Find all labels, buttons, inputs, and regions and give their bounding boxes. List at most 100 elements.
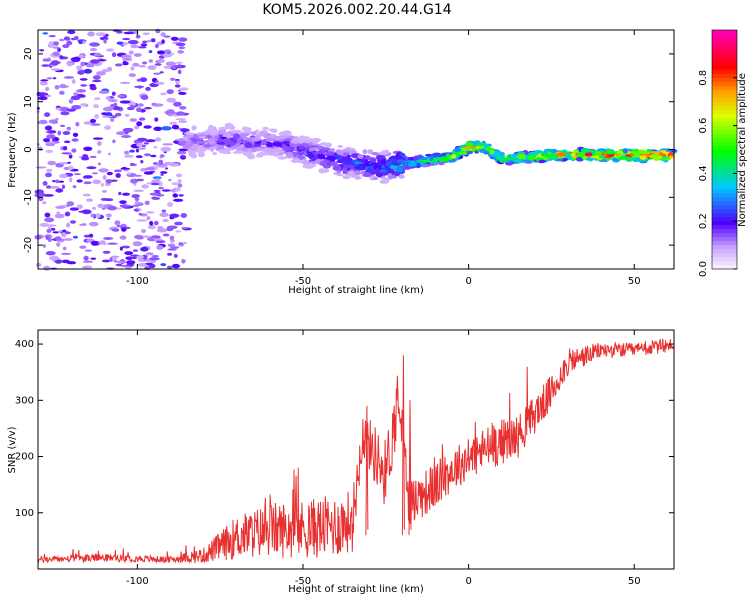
spectral-noise-cell [126, 260, 136, 265]
spectral-noise-cell [175, 80, 180, 85]
spectral-noise-cell [45, 143, 55, 147]
spectral-noise-cell [89, 42, 100, 47]
spectral-noise-cell [89, 155, 97, 158]
spectral-noise-cell [150, 154, 157, 158]
spectral-noise-cell [165, 167, 169, 170]
spectral-noise-cell [130, 163, 137, 166]
y-tick-label: 100 [15, 508, 34, 519]
x-tick-label: -100 [126, 576, 149, 587]
spectral-noise-cell [116, 41, 124, 45]
spectral-noise-cell [169, 239, 175, 243]
spectral-noise-cell [45, 251, 56, 256]
spectral-noise-cell [159, 212, 169, 218]
spectral-noise-cell [101, 259, 111, 263]
colorbar-segment [712, 41, 737, 47]
spectral-noise-cell [101, 68, 111, 73]
spectral-noise-cell [136, 107, 142, 113]
spectral-noise-cell [96, 71, 106, 76]
spectral-noise-cell [52, 77, 57, 80]
spectral-ridge-cell [505, 160, 514, 166]
spectral-noise-cell [161, 126, 172, 131]
colorbar-segment [712, 109, 737, 115]
spectral-noise-cell [120, 223, 127, 228]
y-tick-label: 200 [15, 452, 34, 463]
spectral-noise-cell [64, 140, 71, 144]
spectral-noise-cell [91, 172, 99, 175]
spectral-noise-cell [166, 89, 174, 95]
spectral-noise-cell [179, 87, 189, 91]
spectral-noise-cell [145, 252, 154, 256]
spectral-noise-cell [119, 200, 127, 205]
spectral-noise-cell [132, 62, 140, 67]
spectral-ridge-cell [364, 155, 371, 160]
spectral-noise-cell [166, 97, 176, 103]
spectral-noise-cell [41, 64, 50, 67]
spectral-noise-cell [123, 31, 135, 35]
spectral-noise-cell [62, 131, 71, 135]
spectral-noise-cell [161, 189, 171, 192]
spectral-noise-cell [140, 95, 149, 100]
spectral-noise-cell [111, 228, 118, 232]
spectral-noise-cell [54, 259, 63, 264]
x-tick-label: 50 [628, 276, 641, 287]
spectral-ridge-cell [556, 152, 566, 157]
spectral-noise-cell [132, 204, 140, 208]
spectral-noise-cell [119, 204, 130, 208]
spectral-ridge-cell [330, 161, 338, 165]
colorbar-segment [712, 189, 737, 194]
spectral-ridge-cell [320, 142, 328, 146]
spectral-ridge-cell [281, 141, 290, 144]
spectral-ridge-cell [269, 142, 274, 148]
colorbar-segment [712, 77, 737, 83]
spectral-ridge-cell [498, 157, 508, 163]
spectral-noise-cell [87, 31, 95, 37]
spectral-noise-cell [151, 255, 160, 258]
spectral-ridge-cell [212, 146, 218, 150]
colorbar-segment [712, 65, 737, 71]
spectral-noise-cell [173, 253, 178, 258]
colorbar-segment [712, 101, 737, 107]
spectral-ridge-cell [349, 169, 354, 172]
spectral-noise-cell [162, 143, 174, 146]
spectral-noise-cell [76, 89, 87, 93]
spectral-noise-cell [111, 255, 120, 258]
snr-line [37, 338, 675, 565]
spectral-noise-cell [44, 112, 51, 117]
spectral-ridge-cell [244, 132, 249, 137]
spectral-noise-cell [78, 210, 89, 213]
spectral-noise-cell [136, 142, 144, 147]
spectral-noise-cell [38, 146, 43, 151]
colorbar-segment [712, 53, 737, 59]
spectral-noise-cell [70, 95, 81, 101]
spectral-noise-cell [148, 257, 160, 261]
spectral-noise-cell [35, 166, 47, 169]
spectral-noise-cell [130, 66, 135, 71]
spectral-noise-cell [67, 30, 76, 35]
spectral-noise-cell [103, 242, 107, 246]
spectral-ridge-cell [259, 151, 264, 157]
spectral-ridge-cell [342, 175, 351, 180]
spectral-ridge-cell [182, 144, 192, 150]
spectral-ridge-cell [516, 154, 526, 160]
spectral-noise-cell [63, 166, 70, 171]
spectral-noise-cell [178, 194, 184, 197]
spectral-noise-cell [143, 171, 154, 175]
spectral-noise-cell [146, 40, 152, 43]
spectral-ridge-cell [362, 149, 368, 155]
spectral-noise-cell [154, 220, 159, 226]
spectral-noise-cell [130, 105, 135, 110]
spectral-ridge-cell [466, 150, 474, 155]
spectral-noise-cell [144, 167, 155, 171]
spectral-noise-cell [160, 173, 164, 176]
spectral-noise-cell [173, 198, 184, 202]
spectral-ridge-cell [365, 163, 372, 167]
x-tick-label: 50 [628, 576, 641, 587]
colorbar-segment [712, 57, 737, 63]
spectral-noise-cell [155, 80, 159, 83]
spectral-noise-cell [62, 146, 68, 151]
spectral-noise-cell [160, 32, 166, 37]
spectral-noise-cell [56, 242, 61, 247]
spectral-noise-cell [149, 192, 160, 196]
spectral-noise-cell [100, 183, 104, 187]
